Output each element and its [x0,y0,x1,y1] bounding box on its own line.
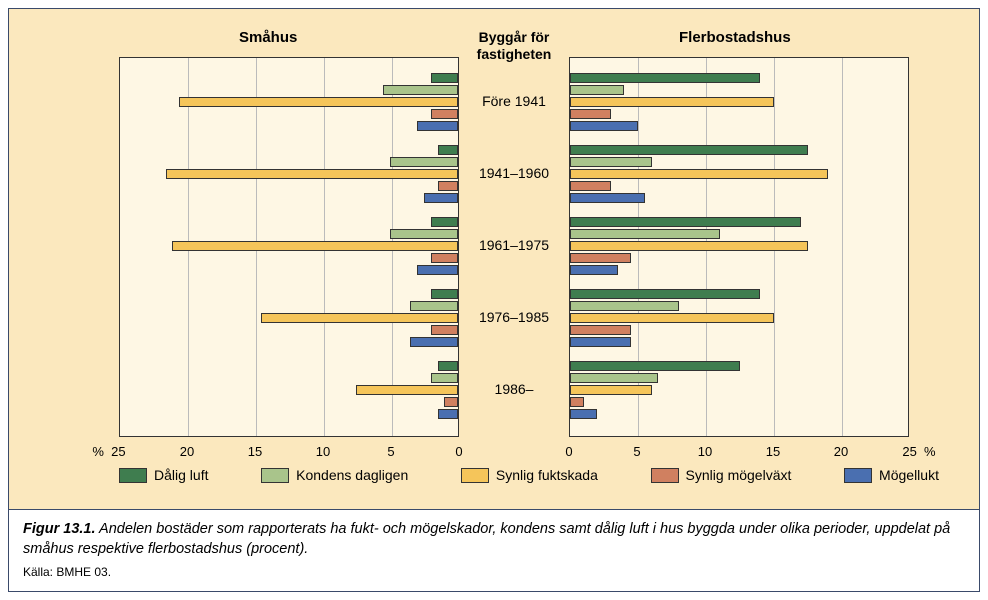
bar-mogelvaxt [570,109,611,119]
bar-mogellukt [570,409,597,419]
figure-label: Figur 13.1. [23,521,96,537]
x-tick-label: 5 [633,444,640,459]
left-plot [119,57,459,437]
legend-label: Kondens dagligen [296,467,408,483]
x-tick-label: 5 [387,444,394,459]
bar-mogellukt [570,337,631,347]
bar-kondens [570,157,652,167]
bar-fuktskada [570,97,774,107]
bar-mogelvaxt [431,109,458,119]
bar-fuktskada [179,97,458,107]
bar-dalig_luft [431,289,458,299]
bar-mogelvaxt [570,253,631,263]
x-tick-label: 10 [698,444,712,459]
bar-kondens [431,373,458,383]
bar-mogelvaxt [431,253,458,263]
bar-mogelvaxt [438,181,458,191]
bar-kondens [383,85,458,95]
legend-swatch [119,468,147,483]
bar-kondens [570,373,658,383]
category-label: 1941–1960 [459,165,569,181]
x-tick-label: 20 [834,444,848,459]
legend-label: Mögellukt [879,467,939,483]
x-tick-label: 25 % [902,444,935,459]
legend-swatch [844,468,872,483]
legend-swatch [461,468,489,483]
category-label: 1976–1985 [459,309,569,325]
bar-mogellukt [438,409,458,419]
bar-fuktskada [166,169,458,179]
bar-kondens [570,85,624,95]
bar-mogellukt [570,193,645,203]
bar-dalig_luft [570,145,808,155]
category-label: 1986– [459,381,569,397]
bar-fuktskada [570,241,808,251]
figure-caption: Andelen bostäder som rapporterats ha fuk… [23,521,950,557]
legend-label: Dålig luft [154,467,208,483]
legend-item-mogellukt: Mögellukt [844,467,939,483]
bar-mogelvaxt [570,181,611,191]
bar-fuktskada [570,313,774,323]
bar-mogellukt [570,121,638,131]
bar-fuktskada [356,385,458,395]
grid-line [842,58,843,436]
bar-mogellukt [410,337,458,347]
bar-dalig_luft [570,361,740,371]
x-tick-label: % 25 [92,444,125,459]
bar-dalig_luft [438,145,458,155]
x-tick-label: 20 [180,444,194,459]
x-tick-label: 10 [316,444,330,459]
bar-kondens [570,301,679,311]
legend-item-fuktskada: Synlig fuktskada [461,467,598,483]
bar-kondens [570,229,720,239]
caption-source: Källa: BMHE 03. [23,565,965,579]
caption-box: Figur 13.1. Andelen bostäder som rapport… [9,509,979,591]
bar-kondens [390,157,458,167]
left-column-title: Småhus [239,29,297,46]
bar-mogellukt [570,265,618,275]
legend-item-mogelvaxt: Synlig mögelväxt [651,467,792,483]
category-label: 1961–1975 [459,237,569,253]
bar-dalig_luft [431,217,458,227]
bar-dalig_luft [431,73,458,83]
right-column-title: Flerbostadshus [679,29,791,46]
figure-container: Småhus Flerbostadshus Byggår för fastigh… [8,8,980,592]
bar-mogellukt [424,193,458,203]
bar-mogellukt [417,121,458,131]
bar-mogelvaxt [570,397,584,407]
x-tick-label: 15 [248,444,262,459]
legend: Dålig luft Kondens dagligen Synlig fuktska… [119,467,939,483]
bar-mogellukt [417,265,458,275]
right-plot [569,57,909,437]
legend-item-kondens: Kondens dagligen [261,467,408,483]
caption-text: Figur 13.1. Andelen bostäder som rapport… [23,520,965,559]
bar-mogelvaxt [570,325,631,335]
legend-swatch [651,468,679,483]
legend-item-dalig_luft: Dålig luft [119,467,208,483]
bar-dalig_luft [570,73,760,83]
x-tick-label: 0 [565,444,572,459]
legend-label: Synlig mögelväxt [686,467,792,483]
bar-fuktskada [172,241,458,251]
center-title-line1: Byggår för [479,29,550,45]
bar-kondens [390,229,458,239]
bar-mogelvaxt [444,397,458,407]
center-column-title: Byggår för fastigheten [459,29,569,63]
bar-fuktskada [261,313,458,323]
bar-mogelvaxt [431,325,458,335]
category-label: Före 1941 [459,93,569,109]
legend-swatch [261,468,289,483]
bar-dalig_luft [570,217,801,227]
bar-dalig_luft [438,361,458,371]
bar-kondens [410,301,458,311]
x-tick-label: 0 [455,444,462,459]
chart-area: Småhus Flerbostadshus Byggår för fastigh… [9,9,979,509]
x-tick-label: 15 [766,444,780,459]
bar-fuktskada [570,169,828,179]
bar-fuktskada [570,385,652,395]
bar-dalig_luft [570,289,760,299]
center-title-line2: fastigheten [477,46,552,62]
legend-label: Synlig fuktskada [496,467,598,483]
